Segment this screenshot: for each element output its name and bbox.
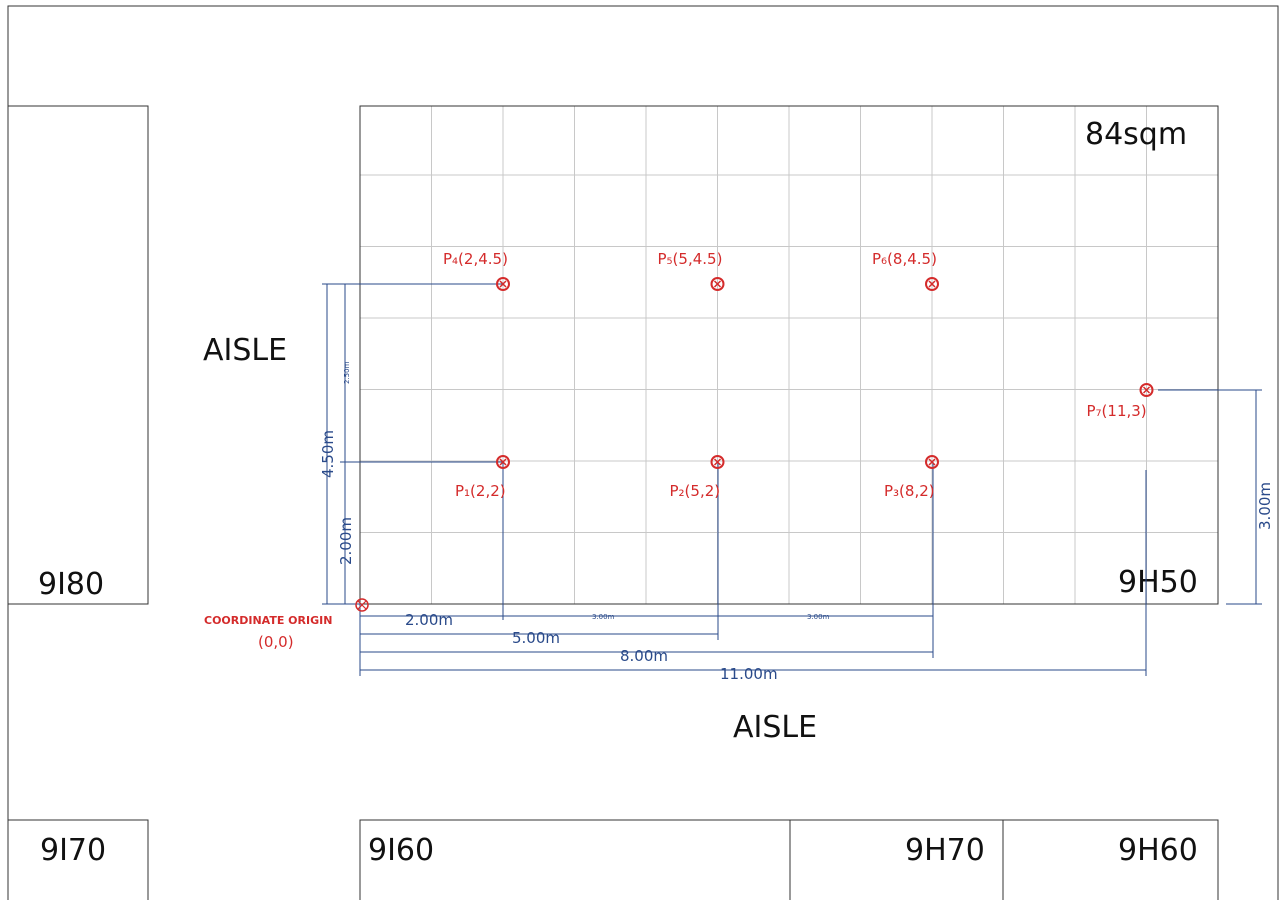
point-label-p1: P₁(2,2)	[455, 482, 506, 500]
aisle-bottom-label: AISLE	[733, 710, 817, 745]
stand-outline	[359, 105, 1219, 605]
booth-9H60	[1002, 819, 1219, 900]
booth-9I60-label: 9I60	[368, 833, 434, 868]
dim-5m: 5.00m	[512, 629, 560, 647]
booth-9I80	[7, 105, 149, 605]
dim-v-2m: 2.00m	[337, 517, 355, 565]
point-label-p7: P₇(11,3)	[1087, 402, 1147, 420]
dim-8m: 8.00m	[620, 647, 668, 665]
dim-2m: 2.00m	[405, 611, 453, 629]
dimension-lines	[322, 283, 1262, 676]
point-marker-p6	[925, 277, 939, 291]
origin-label: COORDINATE ORIGIN	[204, 614, 332, 627]
aisle-left-label: AISLE	[203, 333, 287, 368]
dim-11m: 11.00m	[720, 665, 778, 683]
dim-3m-b: 3.00m	[807, 613, 830, 621]
dim-v-250: 2.50m	[343, 361, 351, 384]
booth-9H60-label: 9H60	[1118, 833, 1198, 868]
booth-9I80-label: 9I80	[38, 567, 104, 602]
point-label-p6: P₆(8,4.5)	[872, 250, 937, 268]
booth-9I70	[7, 819, 149, 900]
point-marker-p4	[496, 277, 510, 291]
dim-v-3m: 3.00m	[1256, 482, 1274, 530]
booth-9H50-label: 9H50	[1118, 565, 1198, 600]
point-label-p3: P₃(8,2)	[884, 482, 935, 500]
area-label: 84sqm	[1085, 117, 1187, 152]
point-label-p4: P₄(2,4.5)	[443, 250, 508, 268]
point-marker-p5	[710, 277, 725, 291]
booth-9I70-label: 9I70	[40, 833, 106, 868]
point-marker-p2	[710, 455, 725, 469]
points-layer: P₁(2,2) P₂(5,2) P₃(8,2) P₄(2,4.5) P₅(5,4.5) P…	[443, 250, 1154, 500]
point-marker-p1	[496, 455, 510, 469]
point-marker-p3	[925, 455, 939, 469]
stand-grid	[360, 106, 1218, 604]
booth-9H70-label: 9H70	[905, 833, 985, 868]
point-label-p5: P₅(5,4.5)	[658, 250, 723, 268]
origin-marker	[355, 598, 369, 612]
dim-3m-a: 3.00m	[592, 613, 615, 621]
dim-v-450: 4.50m	[319, 430, 337, 478]
point-label-p2: P₂(5,2)	[670, 482, 721, 500]
point-marker-p7	[1139, 383, 1154, 397]
origin-coords: (0,0)	[258, 633, 294, 651]
